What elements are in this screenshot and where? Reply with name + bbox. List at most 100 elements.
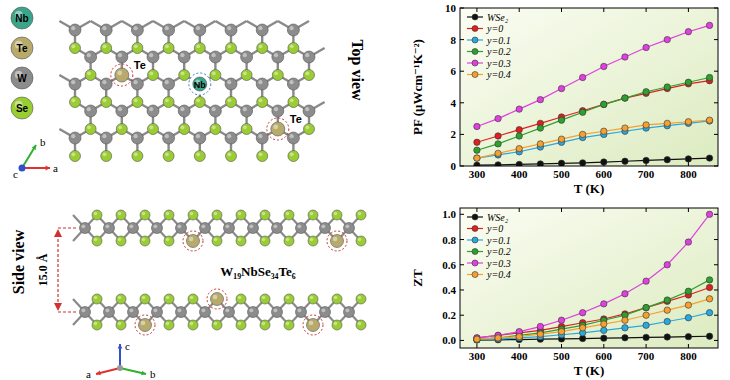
se-atom (132, 43, 143, 54)
se-atom (132, 97, 143, 108)
arrow-head (118, 344, 123, 348)
se-atom (116, 294, 126, 304)
y-tick (460, 214, 464, 215)
marker (474, 123, 480, 129)
atom-highlight (117, 70, 122, 75)
marker (579, 74, 585, 80)
legend: WSe₂y=0y=0.1y=0.2y=0.3y=0.4 (467, 12, 511, 81)
w-atom (224, 307, 235, 318)
layer (73, 210, 366, 251)
atom-highlight (102, 134, 106, 138)
substitution-marker (303, 315, 323, 335)
layer (73, 289, 366, 335)
se-atom (288, 97, 299, 108)
marker (579, 160, 585, 166)
atom-highlight (227, 80, 231, 84)
y-tick (714, 340, 718, 341)
atom-highlight (102, 26, 106, 30)
atom-highlight (345, 308, 349, 312)
marker (706, 22, 712, 28)
atom-highlight (190, 322, 194, 326)
marker (706, 296, 712, 302)
atom-highlight (214, 238, 218, 242)
y-tick (714, 39, 718, 40)
se-atom (356, 236, 366, 246)
w-atom (152, 307, 163, 318)
y-tick-label: 0.8 (442, 234, 456, 246)
arrow-head (54, 229, 62, 237)
w-atom (147, 105, 159, 117)
atom-highlight (149, 71, 153, 75)
y-tick-label: 10 (445, 2, 457, 14)
se-atom (163, 97, 174, 108)
se-atom (260, 294, 270, 304)
marker (664, 318, 670, 324)
side-view-axes: cab (86, 340, 156, 380)
atom-highlight (87, 71, 91, 75)
y-tick (714, 239, 718, 240)
marker (706, 155, 712, 161)
w-atom (272, 223, 283, 234)
legend-marker (472, 14, 478, 20)
atom-highlight (134, 134, 138, 138)
se-atom (92, 210, 102, 220)
atom-highlight (190, 296, 194, 300)
se-atom (116, 210, 126, 220)
marker (601, 63, 607, 69)
atom-highlight (238, 238, 242, 242)
w-atom (272, 307, 283, 318)
se-atom (140, 210, 150, 220)
x-tick-label: 700 (638, 350, 655, 362)
side-view (73, 210, 366, 335)
axis-label: b (40, 136, 46, 148)
atom-highlight (165, 80, 169, 84)
atom-highlight (201, 224, 205, 228)
se-atom (132, 151, 143, 162)
atom-highlight (309, 321, 314, 326)
marker (495, 115, 501, 121)
atom-highlight (286, 238, 290, 242)
figure: 0246810300400500600700800T (K)PF (μWcm⁻¹… (0, 0, 730, 380)
atom-highlight (71, 152, 75, 156)
marker (622, 95, 628, 101)
w-atom (100, 132, 112, 144)
legend-label: y=0.3 (486, 258, 511, 269)
atom-highlight (305, 53, 309, 57)
te-atom (115, 68, 129, 82)
w-atom (116, 51, 128, 63)
legend-label: y=0 (486, 23, 503, 34)
atom-highlight (141, 321, 146, 326)
marker (558, 317, 564, 323)
se-atom (356, 294, 366, 304)
atom-highlight (305, 71, 309, 75)
marker (495, 133, 501, 139)
marker (685, 302, 691, 308)
marker (622, 335, 628, 341)
atom-highlight (142, 238, 146, 242)
atom-highlight (118, 107, 122, 111)
x-tick-label: 800 (680, 350, 697, 362)
x-tick (603, 208, 604, 212)
atom-highlight (103, 152, 107, 156)
marker (643, 44, 649, 50)
chart-1: 0.00.20.40.60.81.0300400500600700800T (K… (410, 208, 718, 378)
w-atom (225, 78, 237, 90)
w-atom (147, 51, 159, 63)
te-atom (307, 319, 320, 332)
atom-highlight (290, 44, 294, 48)
marker (537, 323, 543, 329)
se-atom (212, 320, 222, 330)
atom-highlight (262, 296, 266, 300)
marker (537, 96, 543, 102)
series-line (477, 121, 710, 158)
se-atom (272, 70, 283, 81)
se-atom (236, 320, 246, 330)
se-atom (179, 70, 190, 81)
x-tick-label: 500 (553, 168, 570, 180)
se-atom (101, 97, 112, 108)
atom-highlight (81, 224, 85, 228)
w-atom (85, 51, 97, 63)
w-atom (128, 223, 139, 234)
legend-label: WSe₂ (487, 212, 509, 223)
top-view-axes: bca (13, 136, 58, 180)
